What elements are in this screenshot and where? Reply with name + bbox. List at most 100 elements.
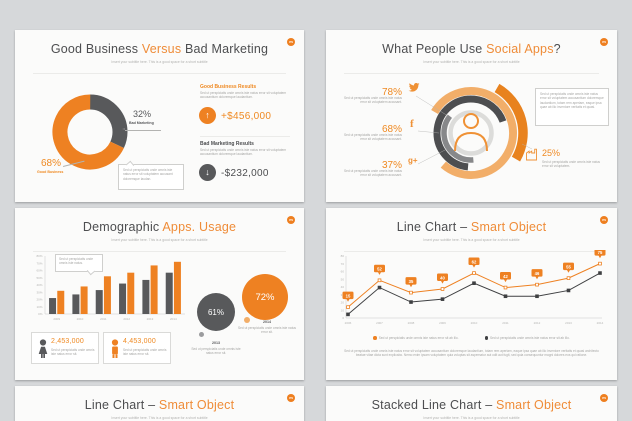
good-results-value: +$456,000 <box>221 111 272 122</box>
legend-item: Sed ut perspiciatis unde omnis iste natu… <box>484 336 570 340</box>
slide-demographic-apps-usage: m Demographic Apps. Usage Insert your su… <box>15 208 304 380</box>
slide-subtitle: Insert your subtitle here. This is a goo… <box>111 60 208 64</box>
decor-dot <box>244 317 250 323</box>
facebook-desc: Sed ut perspiciatis unde omnis iste natu… <box>344 133 402 142</box>
google-plus-desc: Sed ut perspiciatis unde omnis iste natu… <box>344 169 402 178</box>
slide-title: Good Business Versus Bad Marketing <box>50 42 269 56</box>
slide-title: Demographic Apps. Usage <box>82 220 237 234</box>
leader-line <box>417 130 440 134</box>
google-plus-percent: 37% <box>381 160 402 171</box>
svg-text:40: 40 <box>341 285 345 289</box>
svg-text:30%: 30% <box>36 290 42 294</box>
svg-text:46: 46 <box>535 271 540 276</box>
svg-text:0: 0 <box>342 316 344 320</box>
arrowhead-icon <box>122 128 125 131</box>
bad-results-heading: Bad Marketing Results <box>200 141 254 147</box>
note-text: Sed ut perspiciatis unde omnis iste natu… <box>540 92 604 110</box>
social-item-facebook: 68% <box>340 119 402 137</box>
stat-box-female: 2,453,000 Sed ut perspiciatis unde omnis… <box>31 332 99 364</box>
svg-text:2013: 2013 <box>147 317 154 321</box>
twitter-percent: 78% <box>381 87 402 98</box>
divider <box>200 136 290 137</box>
decor-dot <box>199 332 204 337</box>
svg-text:40%: 40% <box>36 283 42 287</box>
good-results-heading: Good Business Results <box>200 84 257 90</box>
logo-badge-icon: m <box>287 38 295 46</box>
svg-text:50: 50 <box>341 277 345 281</box>
svg-text:0%: 0% <box>38 312 43 316</box>
svg-text:2006: 2006 <box>345 321 352 325</box>
slide-title: Line Chart – Smart Object <box>84 398 235 412</box>
logo-badge-icon: m <box>600 216 608 224</box>
year-2013-desc: Sed ut perspiciatis unde omnis iste natu… <box>191 347 241 356</box>
highlight-circle-2014: 72% <box>242 274 288 320</box>
year-2014-desc: Sed ut perspiciatis unde omnis iste natu… <box>238 326 296 335</box>
legend-dot-dark <box>484 336 488 340</box>
callout-bubble: Sed ut perspiciatis unde omnis iste natu… <box>118 161 184 190</box>
twitter-icon <box>408 83 420 93</box>
svg-text:62: 62 <box>472 259 477 264</box>
bad-results-value: -$232,000 <box>221 168 269 179</box>
legend-label: Sed ut perspiciatis unde omnis iste natu… <box>378 336 459 340</box>
svg-text:15: 15 <box>346 294 351 299</box>
donut-value-bad: 32% <box>133 109 152 119</box>
svg-text:10%: 10% <box>36 305 42 309</box>
slide-subtitle: Insert your subtitle here. This is a goo… <box>423 60 520 64</box>
chart-legend: Sed ut perspiciatis unde omnis iste natu… <box>326 336 617 340</box>
person-icon <box>454 113 488 152</box>
logo-badge-icon: m <box>287 394 295 402</box>
bad-results-desc: Sed ut perspiciatis unde omnis iste natu… <box>200 148 287 157</box>
slide-title: Stacked Line Chart – Smart Object <box>371 398 572 412</box>
leader-line <box>125 130 161 131</box>
logo-badge-icon: m <box>287 216 295 224</box>
highlight-circle-2013: 61% <box>197 293 235 331</box>
bar-callout-text: Sed ut perspiciatis unde omnis iste natu… <box>59 257 94 266</box>
slide-line-chart-2: m Line Chart – Smart Object Insert your … <box>15 386 304 421</box>
good-results-desc: Sed ut perspiciatis unde omnis iste natu… <box>200 91 287 100</box>
slide-good-business-vs-bad-marketing: m Good Business Versus Bad Marketing Ins… <box>15 30 304 202</box>
divider <box>344 73 599 74</box>
svg-text:2008: 2008 <box>408 321 415 325</box>
arrow-down-icon: ↓ <box>199 164 216 181</box>
svg-text:80: 80 <box>341 254 345 258</box>
svg-text:2007: 2007 <box>376 321 383 325</box>
leader-line <box>521 143 533 150</box>
slide-subtitle: Insert your subtitle here. This is a goo… <box>423 238 520 242</box>
leader-line <box>417 148 448 165</box>
divider <box>344 251 599 252</box>
slide-title: Line Chart – Smart Object <box>396 220 547 234</box>
facebook-percent: 68% <box>381 124 402 135</box>
svg-text:20: 20 <box>341 301 345 305</box>
stat-value: 2,453,000 <box>51 338 84 345</box>
year-2013-label: 2013 <box>212 341 220 345</box>
line-chart: 0 10 20 30 40 50 60 70 80 2006 2007 2008 2009 2010 201… <box>341 250 606 325</box>
building-icon <box>525 148 538 161</box>
svg-text:2012: 2012 <box>123 317 130 321</box>
slide-subtitle: Insert your subtitle here. This is a goo… <box>111 238 208 242</box>
arrow-up-icon: ↑ <box>199 107 216 124</box>
svg-text:2011: 2011 <box>502 321 509 325</box>
donut-value-good: 68% <box>41 158 62 169</box>
divider <box>33 73 286 74</box>
svg-text:70: 70 <box>341 262 345 266</box>
svg-text:35: 35 <box>409 279 414 284</box>
slide-stacked-line-chart: m Stacked Line Chart – Smart Object Inse… <box>326 386 617 421</box>
svg-text:2009: 2009 <box>439 321 446 325</box>
logo-badge-icon: m <box>600 394 608 402</box>
male-icon <box>111 339 119 358</box>
google-plus-icon: g+ <box>408 156 418 165</box>
svg-text:42: 42 <box>503 274 508 279</box>
slide-paragraph: Sed ut perspiciatis unde omnis iste natu… <box>344 349 599 358</box>
svg-text:20%: 20% <box>36 298 42 302</box>
slide-subtitle: Insert your subtitle here. This is a goo… <box>111 416 208 420</box>
female-icon <box>38 339 48 358</box>
svg-text:2014: 2014 <box>170 317 177 321</box>
svg-text:52: 52 <box>377 267 382 272</box>
svg-text:2009: 2009 <box>53 317 60 321</box>
svg-text:2010: 2010 <box>471 321 478 325</box>
stat-value: 4,453,000 <box>123 338 156 345</box>
slide-line-chart: m Line Chart – Smart Object Insert your … <box>326 208 617 380</box>
social-item-twitter: 78% <box>340 82 402 100</box>
bar-callout: Sed ut perspiciatis unde omnis iste natu… <box>55 254 103 275</box>
